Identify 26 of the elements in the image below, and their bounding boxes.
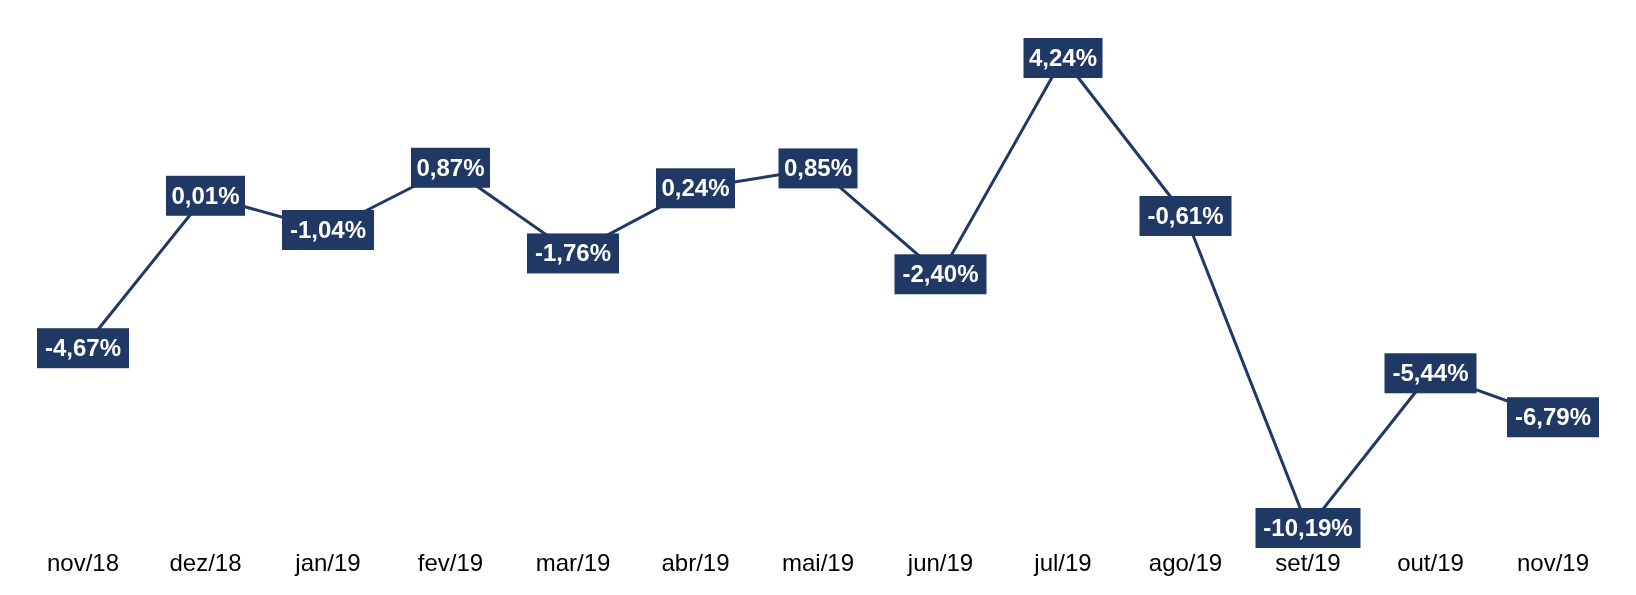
x-tick-label: dez/18 [169,549,242,577]
x-tick-label: fev/19 [417,549,484,577]
x-tick-label: set/19 [1275,549,1341,577]
data-label: -1,04% [289,215,367,243]
x-tick-label: nov/19 [1516,549,1590,577]
data-label: -4,67% [44,334,122,362]
x-tick-label: jun/19 [906,549,974,577]
data-label: 4,24% [1028,44,1098,71]
data-label: -5,44% [1392,359,1469,387]
data-label: 0,87% [416,153,485,181]
x-tick-label: jul/19 [1033,549,1092,577]
x-tick-label: mai/19 [781,549,855,577]
data-label: 0,01% [171,181,240,209]
data-label: 0,85% [783,154,853,182]
x-tick-label: nov/18 [46,549,120,577]
x-tick-label: ago/19 [1148,549,1223,577]
x-tick-label: out/19 [1397,549,1464,577]
data-label: -6,79% [1514,403,1592,431]
x-tick-label: abr/19 [661,549,730,577]
data-label: -0,61% [1147,201,1224,229]
data-label: -2,40% [902,260,979,288]
x-tick-label: mar/19 [535,549,611,577]
data-label: -10,19% [1263,514,1353,541]
x-tick-label: jan/19 [294,549,361,577]
data-label: -1,76% [534,239,612,267]
data-label: 0,24% [661,174,730,202]
